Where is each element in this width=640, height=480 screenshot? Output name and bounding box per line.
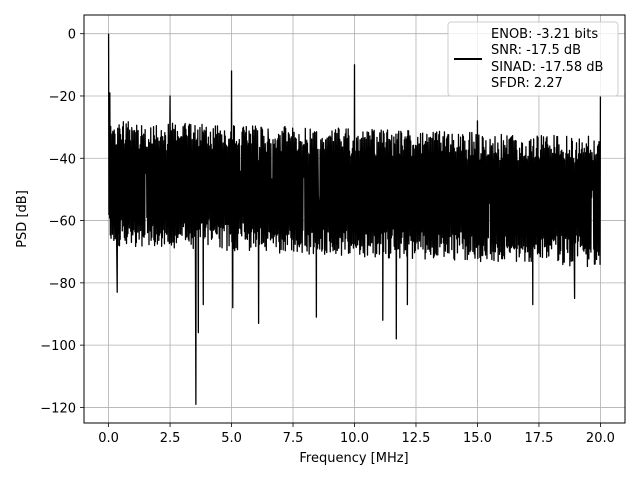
y-tick-label: −20	[49, 90, 76, 105]
legend: ENOB: -3.21 bits SNR: -17.5 dB SINAD: -1…	[447, 21, 619, 97]
y-tick-label: −80	[49, 277, 76, 292]
y-tick-label: −100	[40, 339, 76, 354]
y-tick-label: −60	[49, 215, 76, 230]
plot-area	[107, 33, 602, 405]
y-axis-label: PSD [dB]	[15, 190, 30, 248]
y-tick-label: 0	[68, 28, 76, 43]
x-tick-label: 10.0	[340, 431, 369, 446]
x-tick-label: 17.5	[524, 431, 553, 446]
y-tick-label: −40	[49, 152, 76, 167]
x-tick-label: 12.5	[402, 431, 431, 446]
x-tick-label: 2.5	[160, 431, 181, 446]
y-axis-ticks: 0 −20 −40 −60 −80 −100 −120	[40, 28, 84, 416]
x-tick-label: 7.5	[283, 431, 304, 446]
legend-label-sinad: SINAD: -17.58 dB	[491, 60, 603, 75]
y-tick-label: −120	[40, 401, 76, 416]
legend-label-sfdr: SFDR: 2.27	[491, 76, 563, 91]
x-axis-label: Frequency [MHz]	[299, 451, 408, 466]
x-axis-ticks: 0.0 2.5 5.0 7.5 10.0 12.5 15.0 17.5 20.0	[98, 423, 615, 446]
x-tick-label: 0.0	[98, 431, 119, 446]
psd-series	[107, 33, 602, 405]
legend-label-enob: ENOB: -3.21 bits	[491, 27, 598, 42]
x-tick-label: 20.0	[586, 431, 615, 446]
legend-label-snr: SNR: -17.5 dB	[491, 43, 581, 58]
x-tick-label: 15.0	[463, 431, 492, 446]
x-tick-label: 5.0	[221, 431, 242, 446]
legend-box	[447, 21, 619, 97]
